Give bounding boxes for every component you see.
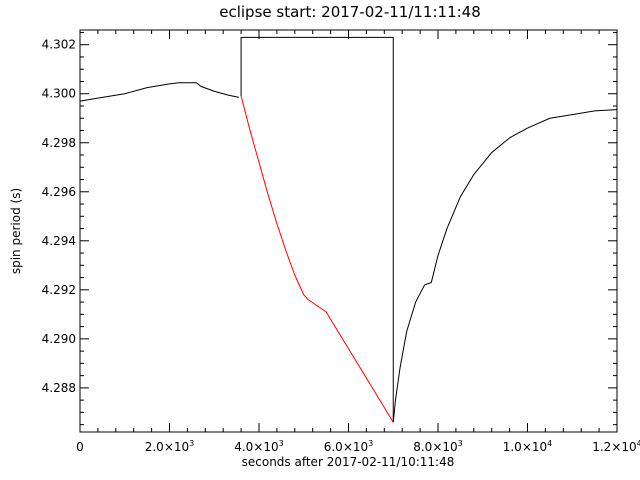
series-group: [79, 36, 618, 423]
axis-ticks: [79, 30, 618, 432]
y-tick-label: 4.296: [42, 185, 76, 199]
x-tick-label: 0: [76, 440, 84, 454]
x-tick-label: 1.0×104: [503, 439, 553, 454]
x-tick-mantissa: 0: [76, 440, 84, 454]
x-tick-label: 1.2×104: [592, 439, 640, 454]
x-tick-label: 4.0×103: [234, 439, 284, 454]
y-tick-label: 4.292: [42, 283, 76, 297]
x-tick-mantissa: 6.0×10: [324, 440, 368, 454]
tick-labels: 0 2.0×103 4.0×103 6.0×103 8.0×103 1.0×104 1.2×…: [42, 38, 640, 454]
x-tick-label: 2.0×103: [145, 439, 195, 454]
x-tick-mantissa: 8.0×10: [413, 440, 457, 454]
chart-title: eclipse start: 2017-02-11/11:11:48: [219, 3, 481, 21]
x-tick-label: 6.0×103: [324, 439, 374, 454]
x-tick-label: 8.0×103: [413, 439, 463, 454]
y-tick-label: 4.290: [42, 332, 76, 346]
series-line-3: [392, 109, 618, 423]
x-tick-exponent: 3: [458, 439, 463, 448]
series-line-2: [240, 36, 394, 423]
x-tick-exponent: 3: [189, 439, 194, 448]
x-tick-exponent: 4: [637, 439, 640, 448]
x-tick-mantissa: 2.0×10: [145, 440, 189, 454]
y-tick-label: 4.294: [42, 234, 76, 248]
x-tick-exponent: 3: [368, 439, 373, 448]
x-tick-mantissa: 4.0×10: [234, 440, 278, 454]
x-tick-mantissa: 1.0×10: [503, 440, 547, 454]
x-tick-exponent: 4: [547, 439, 552, 448]
y-axis-label: spin period (s): [9, 188, 23, 274]
y-tick-label: 4.302: [42, 38, 76, 52]
plot-frame: [79, 29, 618, 433]
series-line-0: [79, 82, 239, 102]
y-tick-label: 4.300: [42, 87, 76, 101]
x-axis-label: seconds after 2017-02-11/10:11:48: [242, 455, 455, 469]
y-tick-label: 4.298: [42, 136, 76, 150]
series-line-1: [240, 96, 394, 423]
x-tick-exponent: 3: [279, 439, 284, 448]
x-tick-mantissa: 1.2×10: [592, 440, 636, 454]
y-tick-label: 4.288: [42, 381, 76, 395]
